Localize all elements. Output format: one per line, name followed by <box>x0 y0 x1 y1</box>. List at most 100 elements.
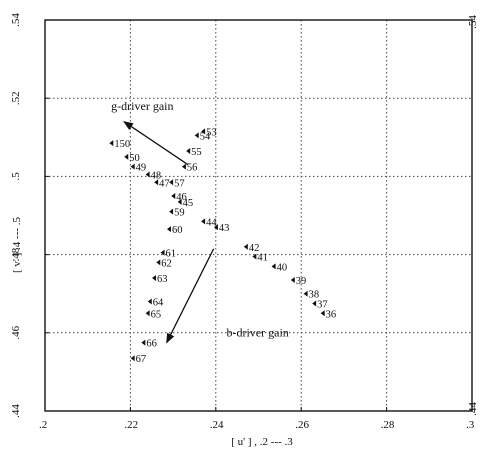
data-point: 56 <box>181 163 198 174</box>
point-marker <box>147 298 152 305</box>
b-driver-arrow <box>166 248 215 344</box>
point-marker <box>213 224 218 231</box>
point-label: 61 <box>166 249 177 260</box>
data-point: 55 <box>186 147 202 158</box>
data-point: 61 <box>160 249 177 260</box>
y-tick-label: .52 <box>10 91 22 105</box>
data-point: 36 <box>320 309 337 320</box>
point-marker <box>145 310 150 317</box>
x-tick-label: .28 <box>381 419 395 431</box>
plot-frame <box>44 19 473 412</box>
data-point: 63 <box>152 274 168 285</box>
point-marker <box>201 128 206 135</box>
point-marker <box>145 171 150 178</box>
point-label: 36 <box>326 309 337 320</box>
x-tick-label: .2 <box>39 419 47 431</box>
point-marker <box>169 179 174 186</box>
y-side-label: .44 <box>467 402 479 416</box>
annotation-label: g-driver gain <box>111 99 173 113</box>
data-point: 39 <box>290 276 306 287</box>
data-point: 64 <box>147 298 164 309</box>
point-marker <box>177 198 182 205</box>
point-marker <box>290 277 295 284</box>
point-label: 41 <box>257 253 268 264</box>
data-point: 46 <box>171 192 187 203</box>
point-label: 150 <box>114 139 130 150</box>
point-marker <box>154 179 159 186</box>
point-label: 57 <box>174 178 185 189</box>
data-point: 42 <box>243 243 260 254</box>
point-marker <box>181 163 186 170</box>
data-point: 54 <box>194 131 211 142</box>
x-tick-label: .24 <box>210 419 224 431</box>
point-label: 59 <box>174 208 185 219</box>
y-tick-label: .46 <box>10 325 22 339</box>
x-tick-label: .26 <box>295 419 309 431</box>
data-point: 66 <box>141 339 157 350</box>
point-marker <box>169 208 174 215</box>
point-label: 55 <box>191 147 202 158</box>
arrows <box>123 121 215 344</box>
point-label: 66 <box>146 339 157 350</box>
data-point: 49 <box>130 163 147 174</box>
point-marker <box>303 290 308 297</box>
point-label: 43 <box>219 223 230 234</box>
point-marker <box>130 163 135 170</box>
data-point: 48 <box>145 170 162 181</box>
point-marker <box>160 249 165 256</box>
point-label: 67 <box>136 354 147 365</box>
point-label: 56 <box>187 163 198 174</box>
point-label: 65 <box>151 309 162 320</box>
point-label: 40 <box>277 262 288 273</box>
point-label: 48 <box>151 170 162 181</box>
x-tick-label: .22 <box>124 419 138 431</box>
grid-lines <box>45 20 472 411</box>
data-point: 40 <box>271 262 288 273</box>
data-point: 41 <box>252 253 268 264</box>
point-label: 44 <box>206 217 217 228</box>
y-side-label: .54 <box>467 15 479 29</box>
data-point: 59 <box>169 208 185 219</box>
g-driver-arrow <box>123 121 189 166</box>
point-label: 49 <box>136 163 147 174</box>
point-label: 50 <box>129 153 140 164</box>
point-marker <box>156 259 161 266</box>
point-marker <box>252 253 257 260</box>
data-point: 150 <box>109 139 130 150</box>
point-marker <box>141 339 146 346</box>
y-tick-label: .54 <box>10 13 22 27</box>
point-marker <box>152 275 157 282</box>
point-marker <box>271 263 276 270</box>
y-tick-label: .48 <box>10 247 22 261</box>
point-marker <box>194 132 199 139</box>
y-axis-label: [ v' ] .4 --- .5 <box>11 216 23 273</box>
point-marker <box>166 226 171 233</box>
x-tick-labels: .2 .22 .24 .26 .28 .3 <box>39 407 475 431</box>
point-marker <box>130 355 135 362</box>
point-marker <box>124 153 129 160</box>
data-point: 44 <box>201 217 217 228</box>
point-marker <box>171 192 176 199</box>
point-label: 53 <box>206 127 217 138</box>
point-label: 60 <box>172 225 183 236</box>
x-axis-label: [ u' ] , .2 --- .3 <box>231 436 293 448</box>
point-label: 62 <box>161 258 172 269</box>
point-label: 64 <box>153 298 164 309</box>
data-point: 65 <box>145 309 162 320</box>
data-point: 62 <box>156 258 172 269</box>
annotations: g-driver gain b-driver gain <box>111 99 289 340</box>
data-point: 67 <box>130 354 147 365</box>
y-tick-label: .5 <box>10 172 22 181</box>
data-point: 37 <box>312 299 328 310</box>
point-label: 54 <box>200 131 211 142</box>
point-label: 42 <box>249 243 260 254</box>
point-label: 38 <box>309 290 320 301</box>
point-marker <box>109 140 114 147</box>
y-tick-label: .44 <box>10 404 22 418</box>
point-label: 37 <box>317 299 328 310</box>
data-point: 53 <box>201 127 217 138</box>
point-label: 63 <box>157 274 168 285</box>
x-tick-label: .3 <box>466 419 475 431</box>
point-label: 45 <box>183 198 194 209</box>
